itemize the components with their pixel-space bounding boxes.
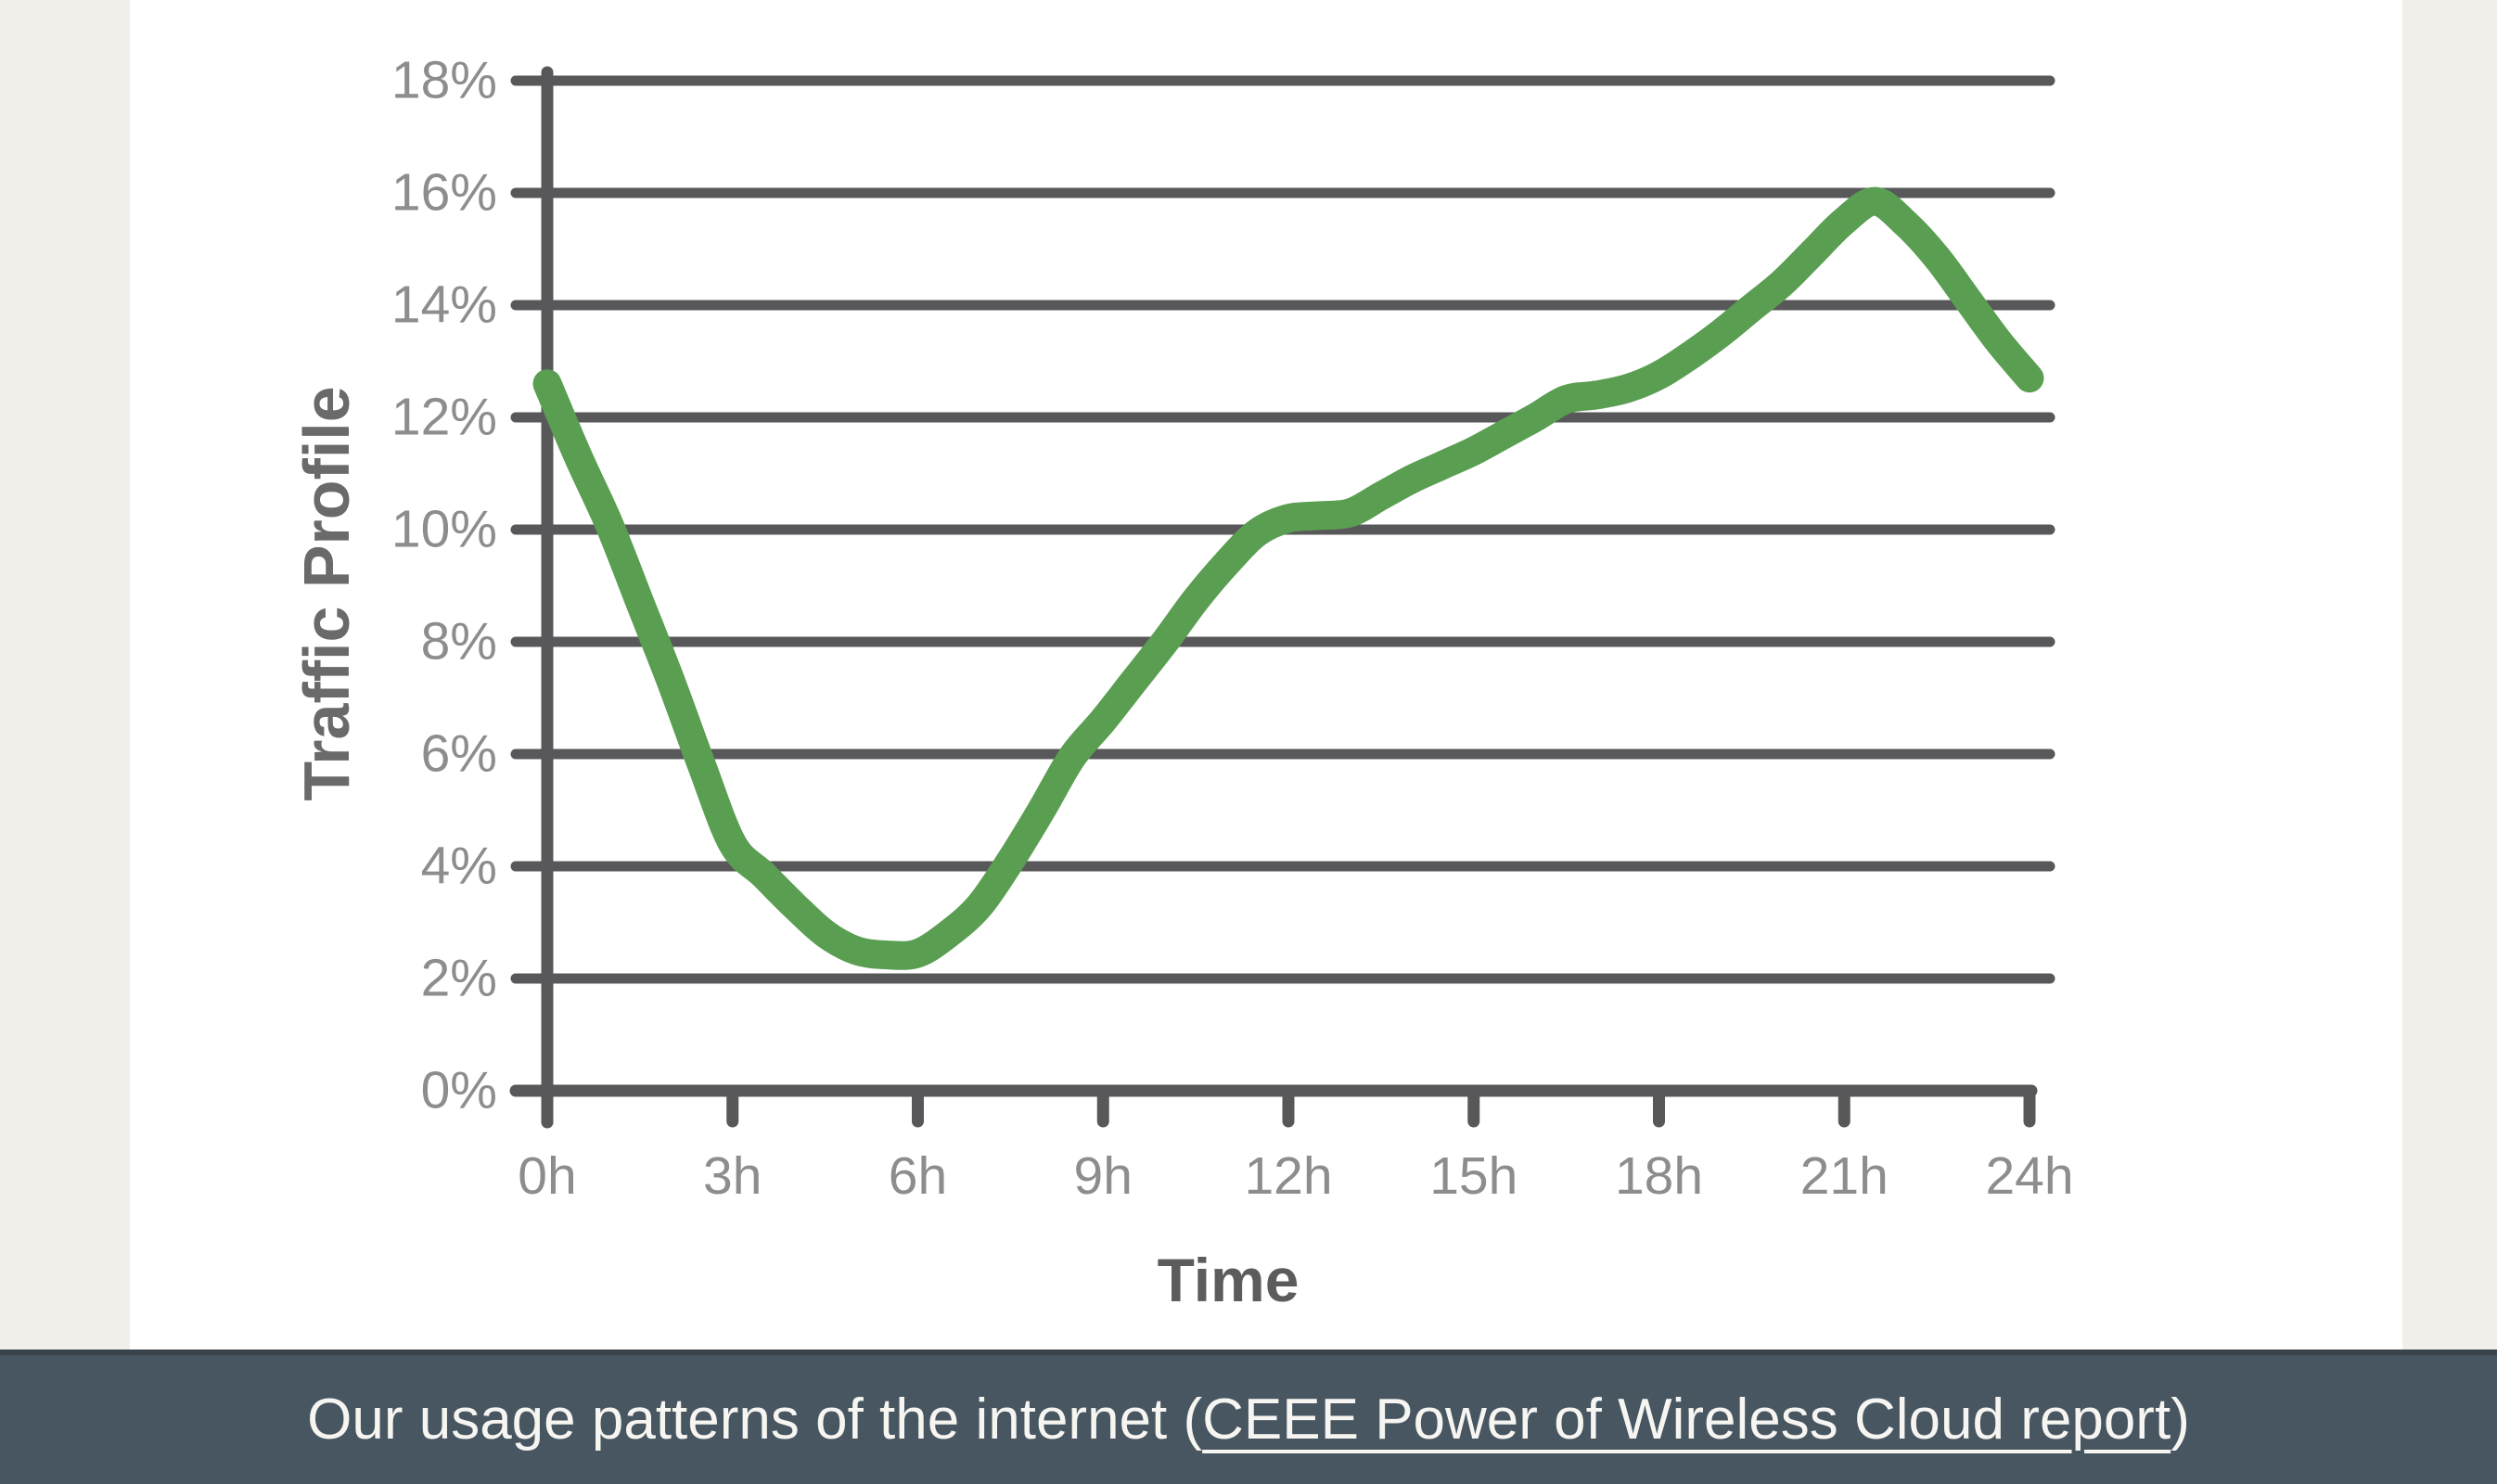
x-tick-label-21h: 21h	[1799, 1146, 1889, 1206]
x-tick-label-15h: 15h	[1429, 1146, 1518, 1206]
caption-prefix: Our usage patterns of the internet (	[307, 1387, 1203, 1452]
caption-bar: Our usage patterns of the internet (CEEE…	[0, 1350, 2497, 1484]
caption-text: Our usage patterns of the internet (CEEE…	[307, 1387, 2190, 1452]
y-tick-label-10%: 10%	[391, 499, 497, 559]
y-tick-label-18%: 18%	[391, 50, 497, 110]
caption-link[interactable]: CEEE Power of Wireless Cloud report	[1202, 1387, 2171, 1452]
y-tick-label-2%: 2%	[420, 948, 497, 1008]
y-tick-label-0%: 0%	[420, 1060, 497, 1120]
y-tick-label-12%: 12%	[391, 387, 497, 447]
y-tick-label-6%: 6%	[420, 723, 497, 784]
x-tick-label-18h: 18h	[1614, 1146, 1704, 1206]
traffic-profile-chart	[509, 66, 2055, 1129]
y-tick-label-8%: 8%	[420, 611, 497, 672]
y-tick-label-4%: 4%	[420, 836, 497, 896]
traffic-line	[532, 186, 2044, 970]
chart-panel	[130, 0, 2402, 1350]
x-tick-label-6h: 6h	[888, 1146, 948, 1206]
y-tick-label-16%: 16%	[391, 162, 497, 223]
x-tick-label-3h: 3h	[703, 1146, 762, 1206]
x-tick-label-12h: 12h	[1244, 1146, 1333, 1206]
x-axis-title: Time	[1157, 1246, 1300, 1314]
x-tick-label-9h: 9h	[1073, 1146, 1133, 1206]
y-tick-label-14%: 14%	[391, 275, 497, 335]
x-tick-label-0h: 0h	[518, 1146, 577, 1206]
y-axis-title: Traffic Profile	[290, 386, 363, 801]
caption-suffix: )	[2170, 1387, 2190, 1452]
x-tick-label-24h: 24h	[1985, 1146, 2074, 1206]
